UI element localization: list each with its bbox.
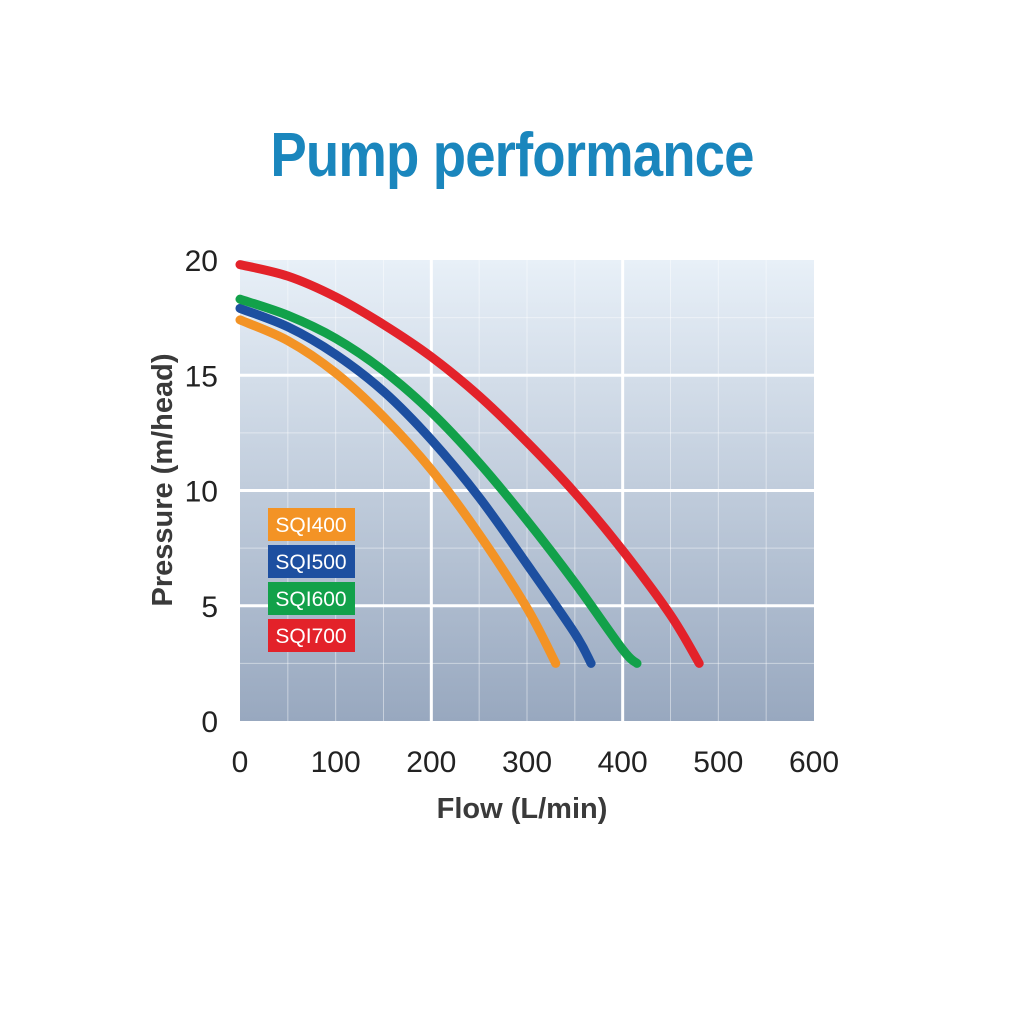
y-tick-label: 5: [201, 591, 218, 624]
series-line-sqi700: [235, 260, 704, 668]
x-axis-ticks: 0 100 200 300 400 500 600: [232, 746, 839, 779]
x-tick-label: 500: [693, 746, 743, 779]
legend-label-sqi400: SQI400: [275, 514, 346, 537]
series-line-sqi500: [235, 303, 596, 668]
legend-swatch-sqi600: [268, 582, 355, 615]
legend-swatch-sqi500: [268, 545, 355, 578]
y-tick-label: 20: [185, 245, 218, 278]
legend-label-sqi600: SQI600: [275, 588, 346, 611]
series-lines: [235, 260, 704, 668]
y-axis-label: Pressure (m/head): [147, 353, 179, 606]
y-tick-label: 15: [185, 360, 218, 393]
x-tick-label: 400: [598, 746, 648, 779]
x-tick-label: 600: [789, 746, 839, 779]
series-line-sqi400: [235, 315, 561, 668]
x-tick-label: 0: [232, 746, 249, 779]
y-tick-label: 0: [201, 706, 218, 739]
chart-title: Pump performance: [270, 121, 754, 190]
x-tick-label: 300: [502, 746, 552, 779]
x-axis-label: Flow (L/min): [437, 793, 608, 825]
x-tick-label: 200: [406, 746, 456, 779]
y-tick-label: 10: [185, 476, 218, 509]
x-tick-label: 100: [311, 746, 361, 779]
series-line-sqi600: [235, 294, 642, 668]
legend-swatch-sqi700: [268, 619, 355, 652]
legend-label-sqi700: SQI700: [275, 625, 346, 648]
y-axis-ticks: 0 5 10 15 20: [185, 245, 218, 739]
legend-swatch-sqi400: [268, 508, 355, 541]
legend: SQI400 SQI500 SQI600 SQI700: [268, 508, 355, 652]
legend-label-sqi500: SQI500: [275, 551, 346, 574]
